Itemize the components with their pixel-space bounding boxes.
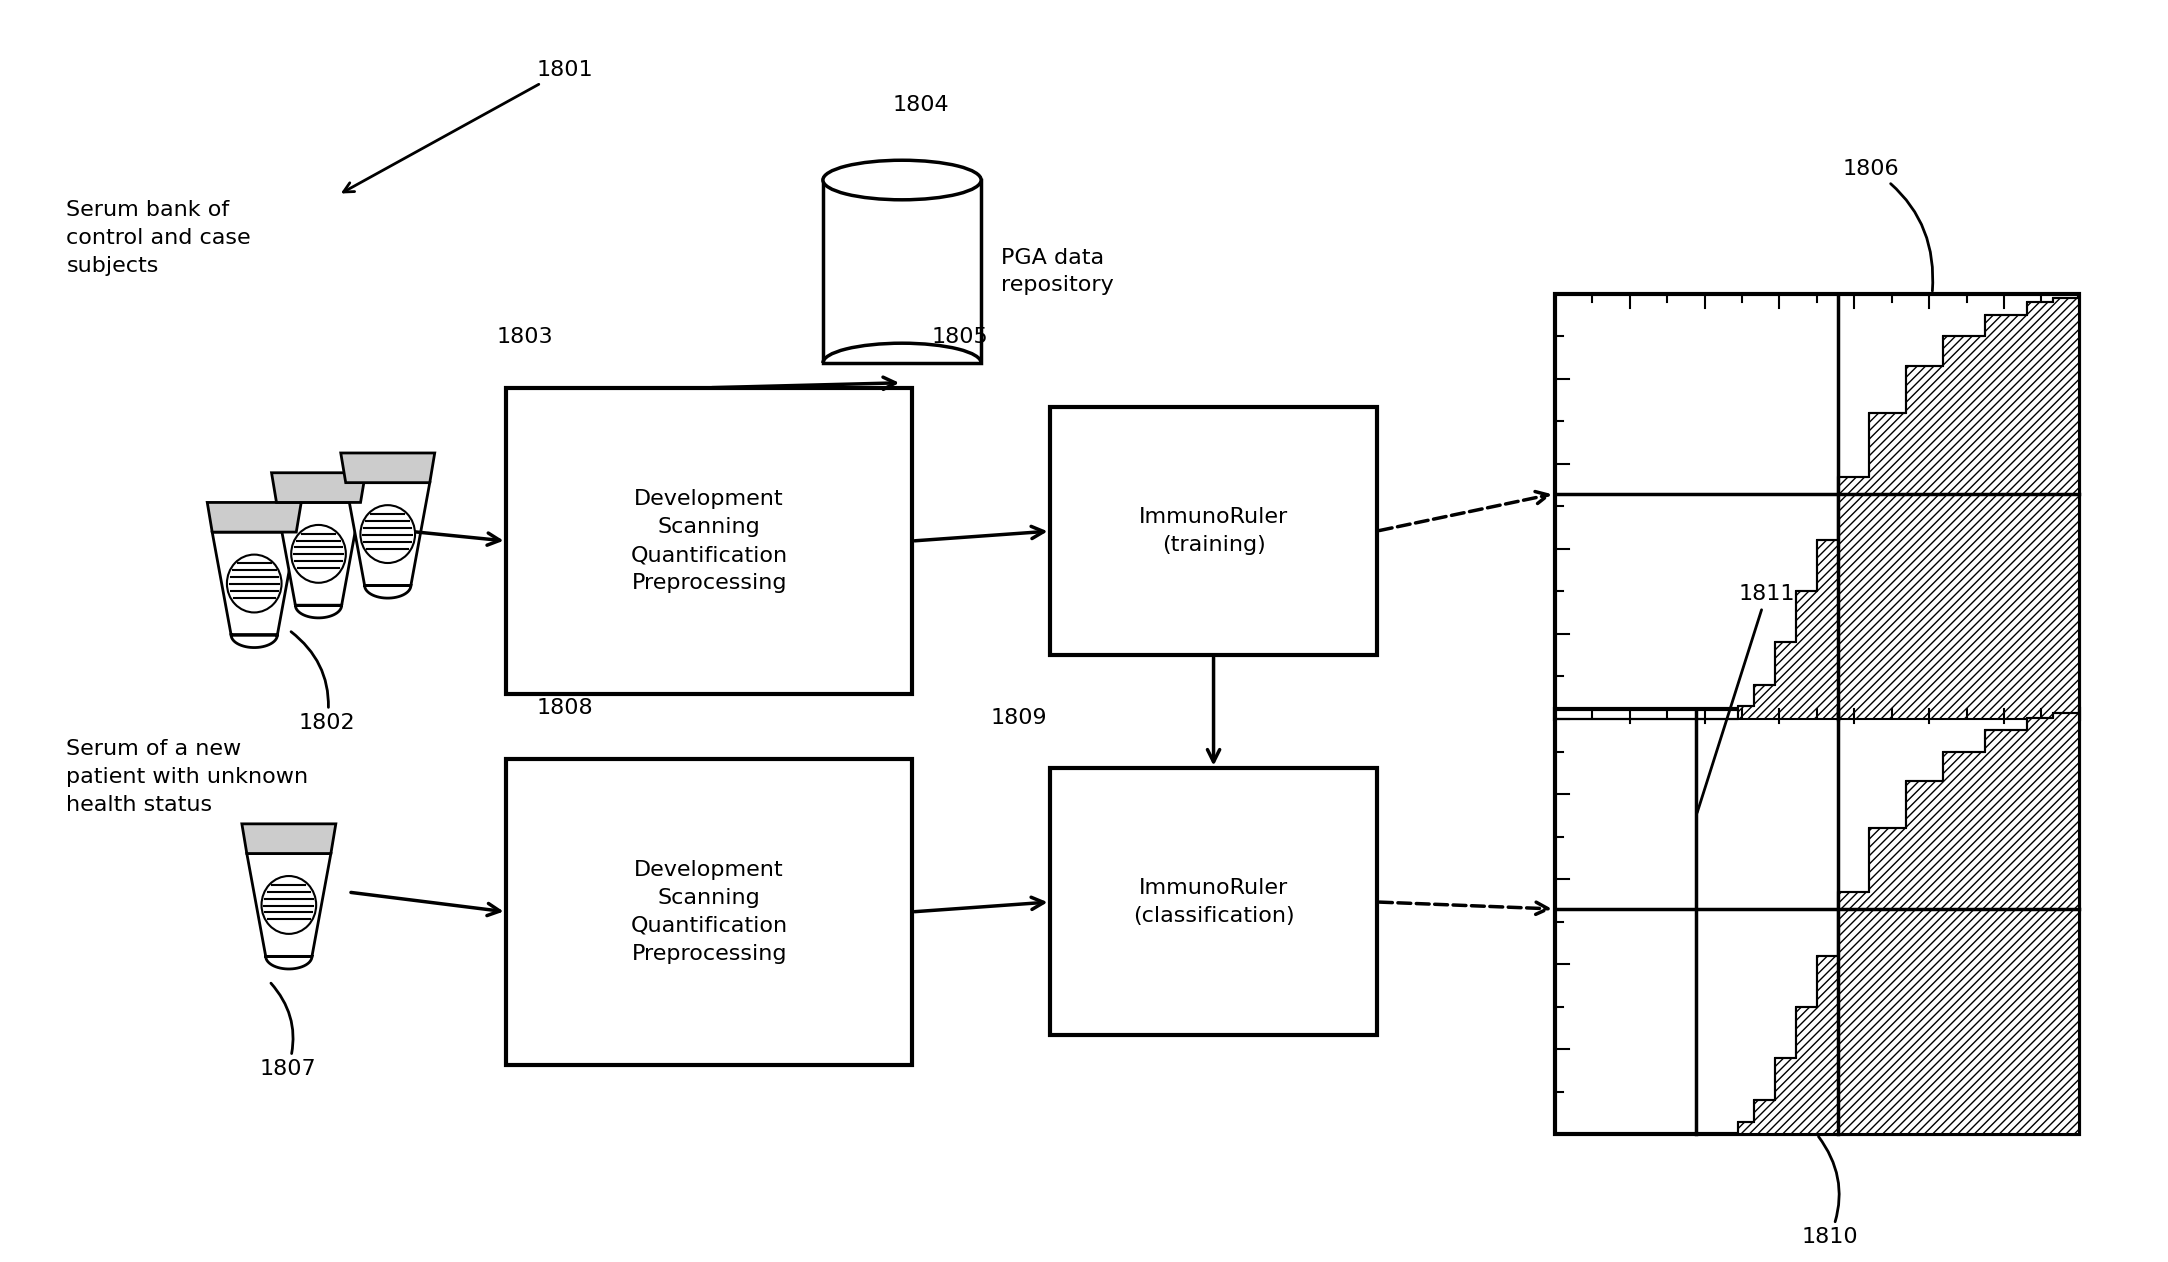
Text: PGA data
repository: PGA data repository — [1002, 249, 1114, 295]
Text: 1807: 1807 — [260, 983, 317, 1079]
Bar — [507, 387, 913, 694]
Polygon shape — [345, 482, 429, 598]
Text: 1805: 1805 — [932, 327, 989, 347]
Polygon shape — [1554, 709, 2079, 1135]
Polygon shape — [271, 473, 366, 502]
Text: 1808: 1808 — [535, 698, 592, 718]
Bar — [1049, 408, 1377, 655]
Text: 1810: 1810 — [1802, 1137, 1858, 1247]
Text: 1806: 1806 — [1843, 159, 1934, 292]
Text: ImmunoRuler
(classification): ImmunoRuler (classification) — [1132, 878, 1294, 926]
Text: 1803: 1803 — [496, 327, 553, 347]
Ellipse shape — [228, 554, 282, 612]
Text: Serum of a new
patient with unknown
health status: Serum of a new patient with unknown heal… — [67, 738, 308, 815]
Bar — [1554, 294, 2079, 719]
Text: 1804: 1804 — [893, 95, 950, 115]
Bar — [824, 180, 982, 363]
Text: 1809: 1809 — [991, 708, 1047, 728]
Polygon shape — [243, 824, 336, 853]
Polygon shape — [247, 853, 332, 969]
Text: 1811: 1811 — [1698, 584, 1795, 813]
Text: Development
Scanning
Quantification
Preprocessing: Development Scanning Quantification Prep… — [631, 488, 787, 593]
Polygon shape — [212, 533, 297, 647]
Ellipse shape — [360, 505, 414, 563]
Bar — [1049, 769, 1377, 1036]
Ellipse shape — [291, 525, 347, 583]
Bar — [1554, 709, 2079, 1135]
Text: Serum bank of
control and case
subjects: Serum bank of control and case subjects — [67, 199, 251, 276]
Text: 1802: 1802 — [291, 632, 356, 733]
Polygon shape — [1554, 294, 2079, 719]
Polygon shape — [340, 453, 436, 482]
Text: 1801: 1801 — [343, 61, 592, 192]
Polygon shape — [278, 502, 360, 618]
Polygon shape — [208, 502, 301, 533]
Text: ImmunoRuler
(training): ImmunoRuler (training) — [1138, 507, 1288, 555]
Ellipse shape — [262, 876, 317, 934]
Ellipse shape — [824, 160, 982, 199]
Bar — [507, 758, 913, 1065]
Text: Development
Scanning
Quantification
Preprocessing: Development Scanning Quantification Prep… — [631, 859, 787, 964]
